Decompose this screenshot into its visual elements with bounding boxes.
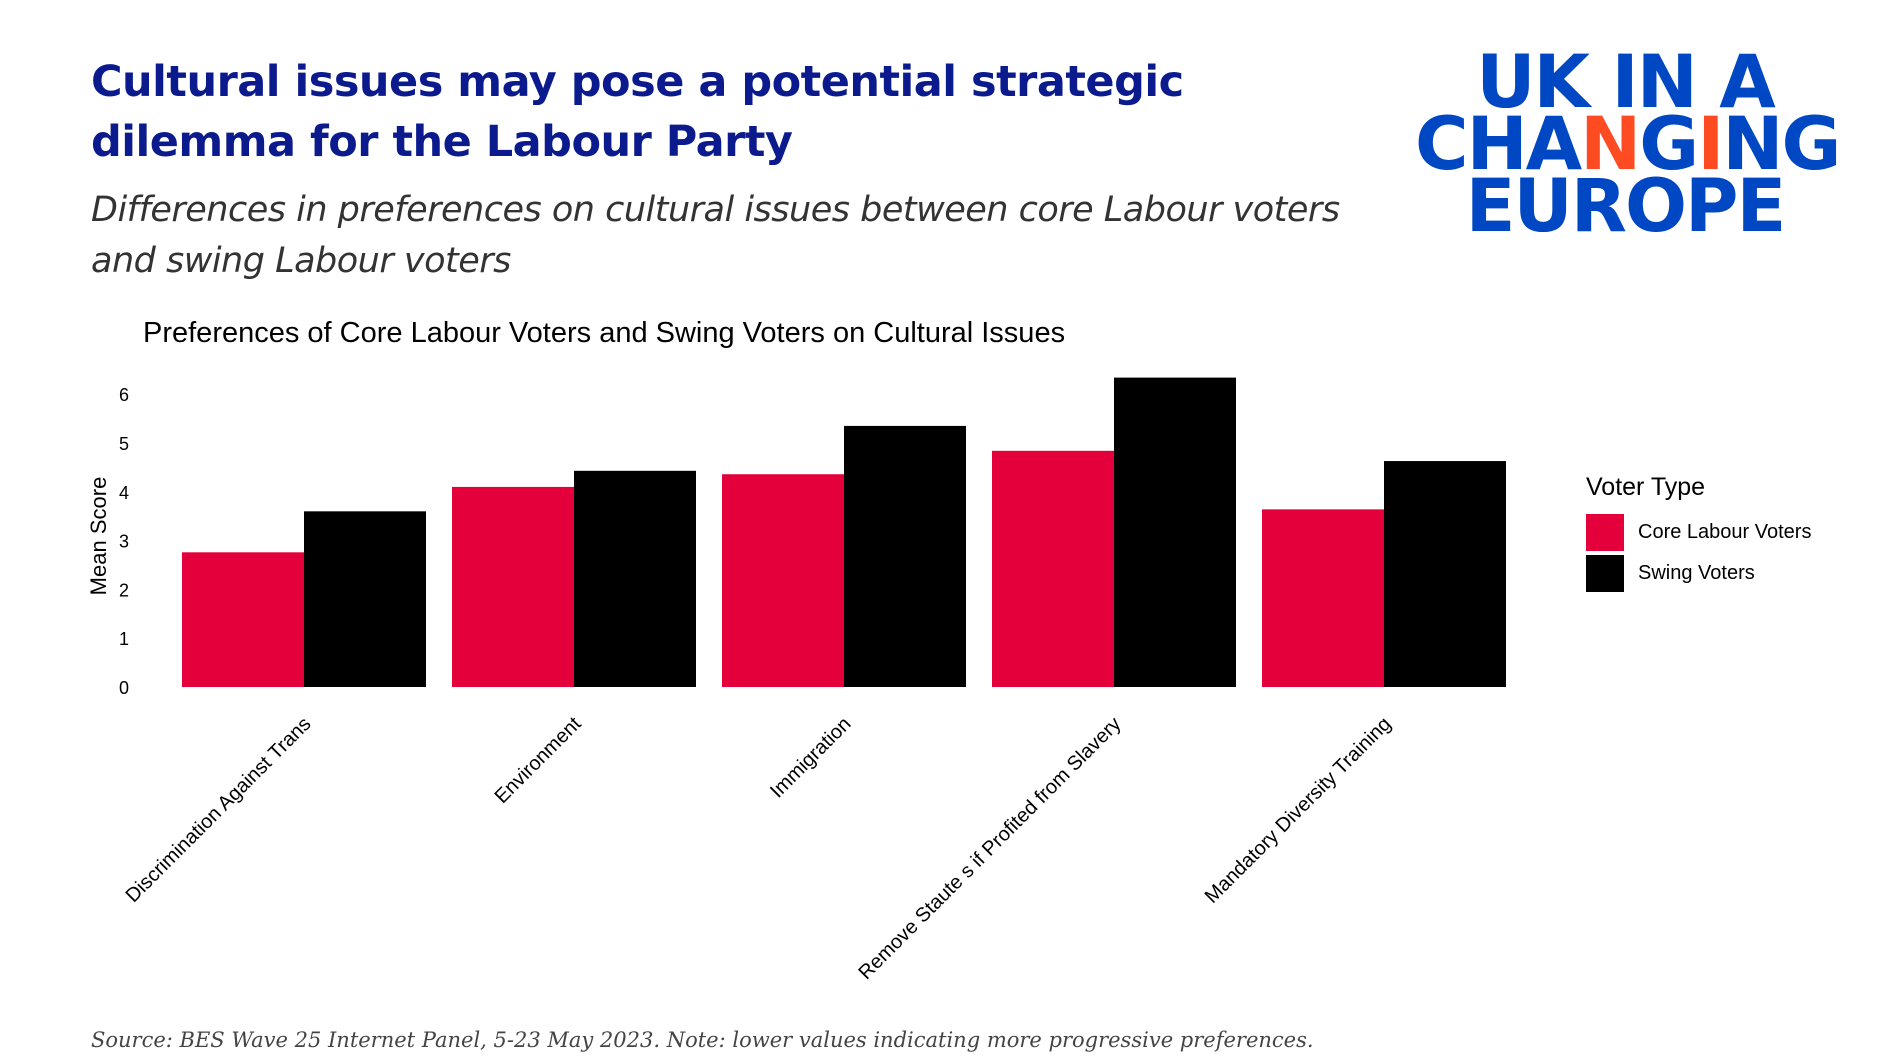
y-tick-label: 2 [119,580,129,600]
chart-title: Preferences of Core Labour Voters and Sw… [143,317,1066,349]
bar-core-labour-1 [452,486,574,687]
y-tick-label: 0 [119,678,129,698]
bar-swing-4 [1384,461,1506,687]
logo-line-2: CHANGING [1415,102,1841,187]
y-tick-label: 5 [119,434,129,454]
y-tick-label: 3 [119,532,129,552]
bar-swing-2 [844,425,966,687]
bar-swing-3 [1114,377,1236,687]
page-subtitle: Differences in preferences on cultural i… [91,190,1340,281]
x-tick-label: Discrimination Against Trans [122,713,316,907]
legend-item-core-labour: Core Labour Voters [1586,514,1811,551]
logo-line-1: UK IN A [1476,40,1775,125]
bar-core-labour-4 [1262,509,1384,687]
x-tick-label: Immigration [766,713,855,802]
y-tick-label: 6 [119,385,129,405]
bar-swing-0 [304,511,426,687]
legend-swatch-swing [1586,555,1624,592]
bar-core-labour-0 [182,552,304,687]
x-tick-label: Mandatory Diversity Training [1201,713,1396,908]
logo-line-3: EUROPE [1465,164,1787,249]
x-tick-label: Environment [491,713,586,808]
x-tick-label: Remove Staute s if Profited from Slavery [855,713,1126,984]
y-axis-label: Mean Score [86,477,111,596]
bar-core-labour-3 [992,450,1114,687]
bar-swing-1 [574,470,696,687]
legend-swatch-core [1586,514,1624,551]
legend-item-swing: Swing Voters [1586,555,1755,592]
page-title: Cultural issues may pose a potential str… [91,57,1184,167]
y-tick-label: 1 [119,629,129,649]
source-footnote: Source: BES Wave 25 Internet Panel, 5-23… [91,1028,1314,1052]
legend-label: Swing Voters [1638,562,1755,584]
legend-title: Voter Type [1586,473,1706,501]
y-tick-label: 4 [119,483,129,503]
legend-label: Core Labour Voters [1638,521,1812,543]
uk-in-a-changing-europe-logo: UK IN A CHANGING EUROPE [1415,40,1841,249]
bar-core-labour-2 [722,474,844,687]
